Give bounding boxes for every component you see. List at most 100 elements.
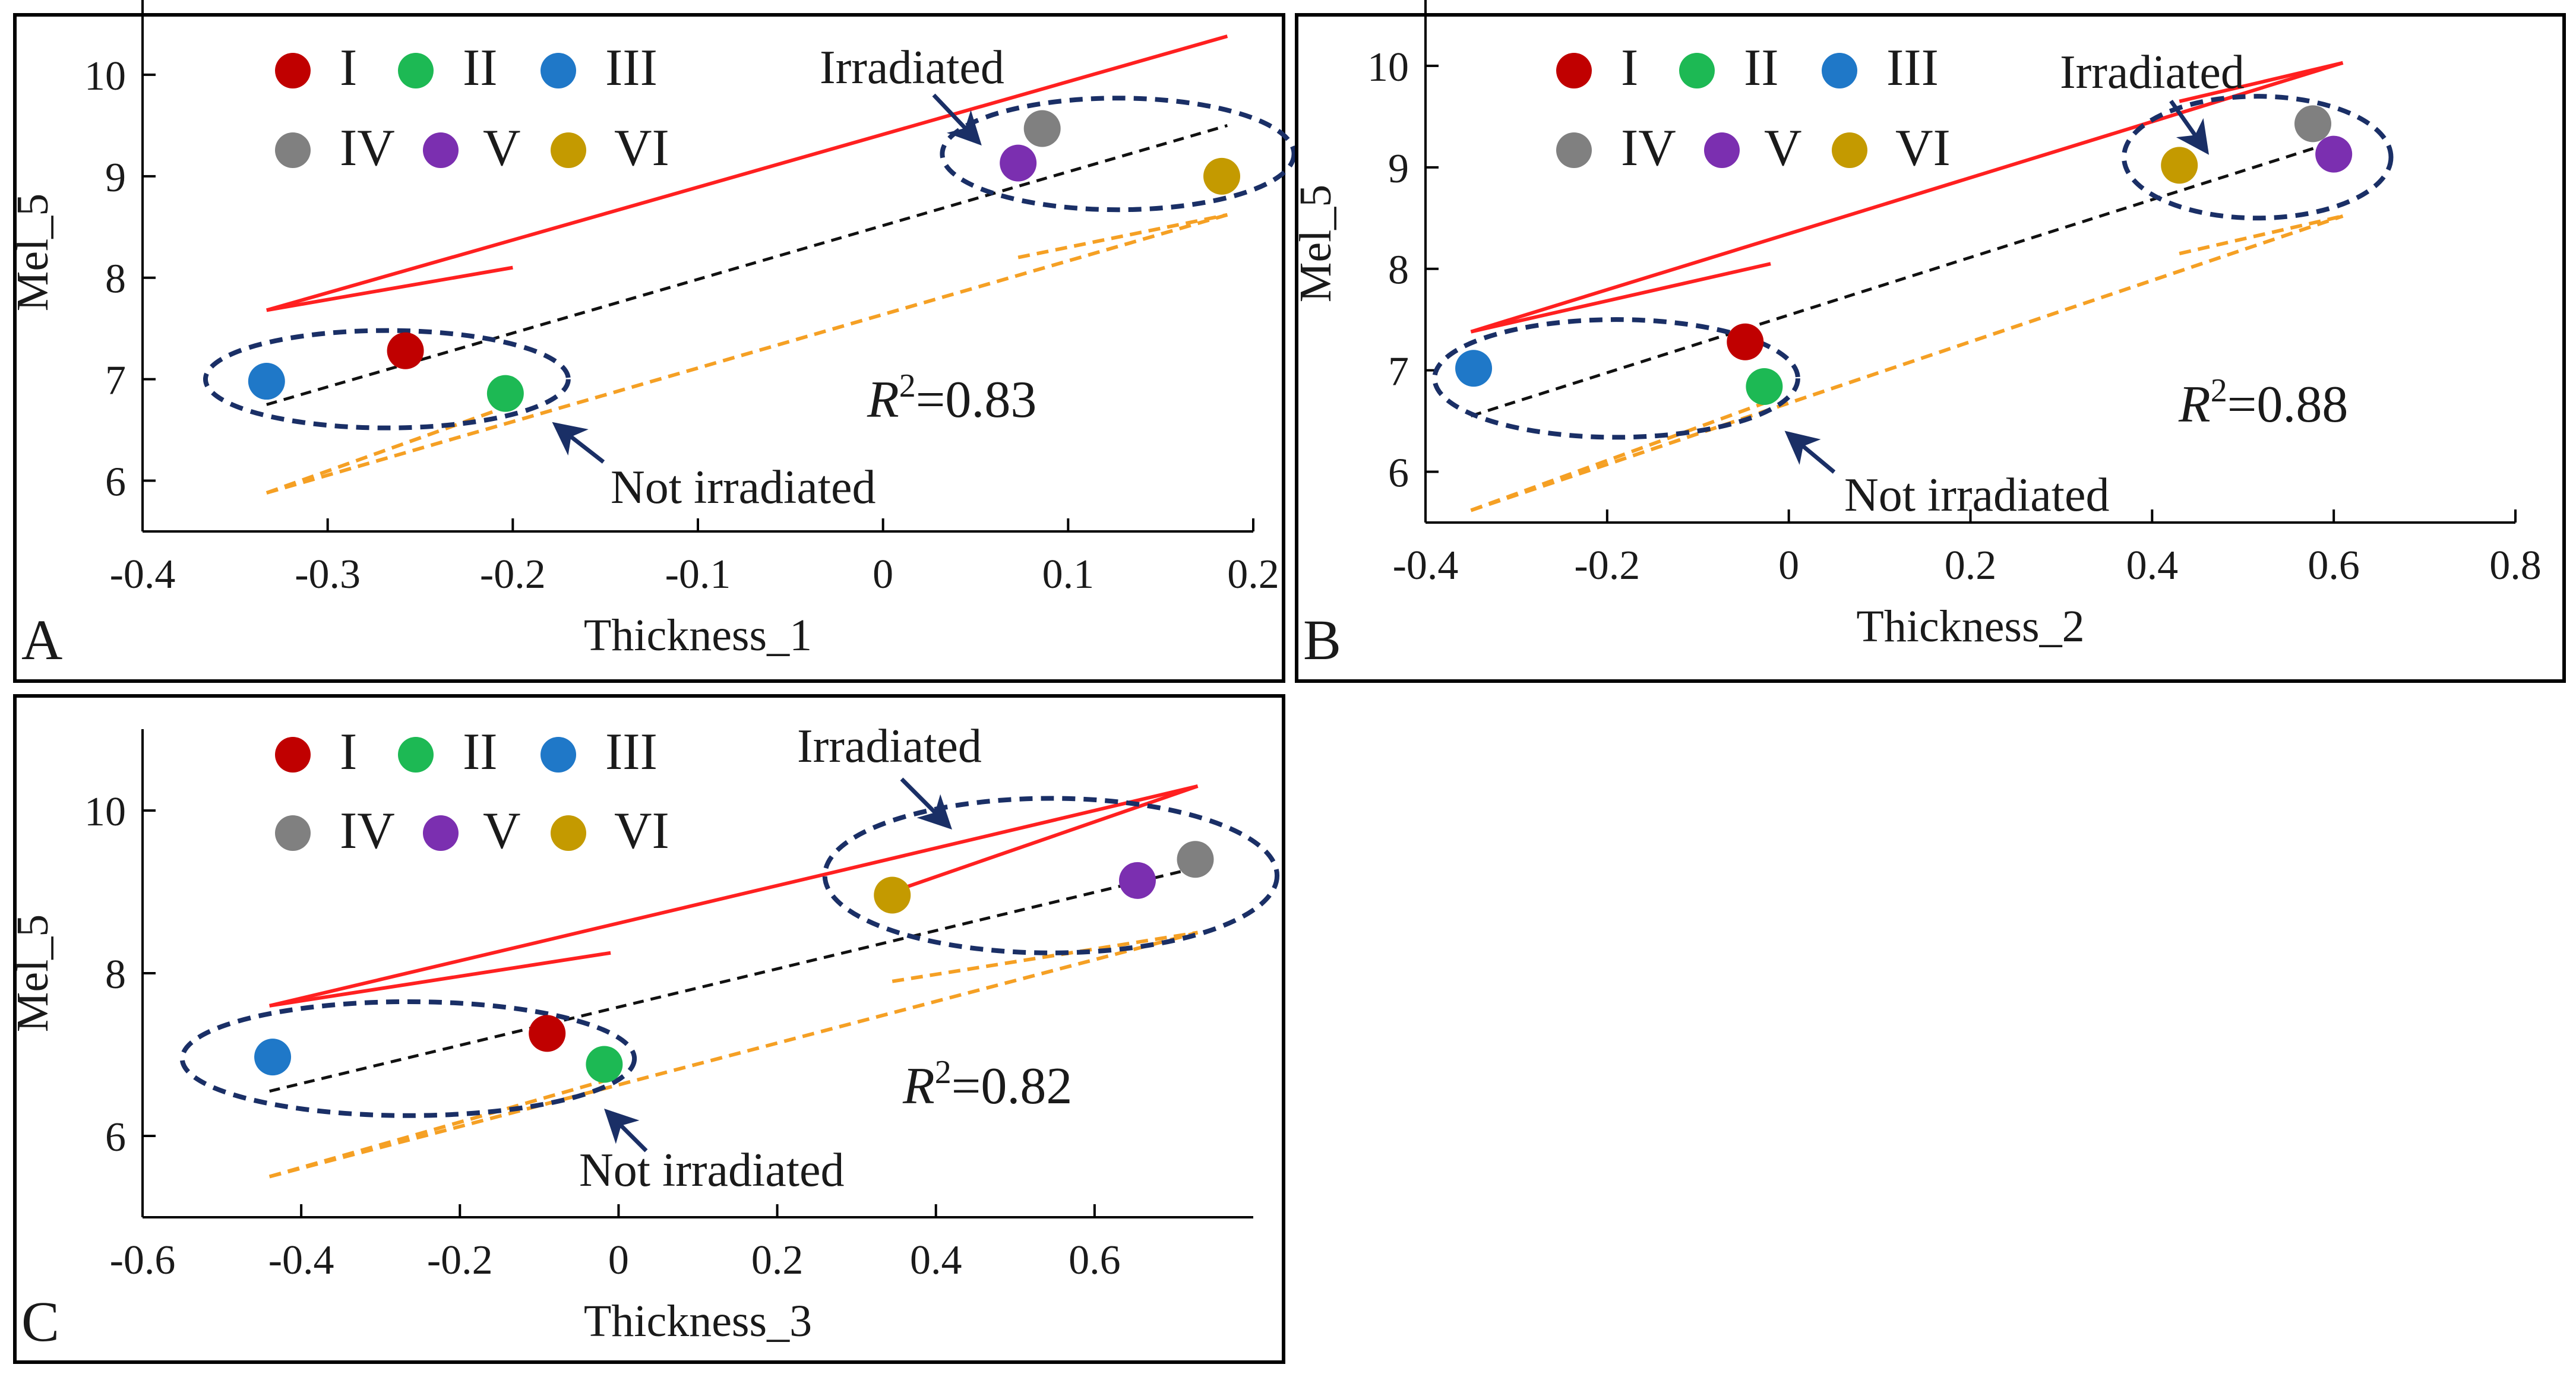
- panel-b: -0.4 -0.2 0 0.2 0.4 0.6 0.8 6 7 8 9 10 Thickness_2 Me…: [1291, 0, 2566, 683]
- y-axis-label: Mel_5: [8, 194, 58, 311]
- confidence-bands: [268, 784, 1199, 1179]
- x-tick-label: 0.6: [1069, 1237, 1121, 1283]
- legend-label-VI: VI: [614, 119, 669, 177]
- confidence-bands: [1470, 61, 2344, 512]
- data-point-VI: [2161, 147, 2198, 184]
- data-point-VI: [1203, 157, 1241, 195]
- legend-label-V: V: [483, 119, 521, 177]
- legend-label-I: I: [340, 39, 357, 97]
- panel-c: -0.6 -0.4 -0.2 0 0.2 0.4 0.6 6 8 10 Thickness_3 Mel…: [8, 694, 1285, 1364]
- legend-label-IV: IV: [340, 119, 395, 177]
- fit-line: [266, 124, 1228, 406]
- data-point-III: [1455, 350, 1493, 387]
- panel-label-b: B: [1303, 608, 1341, 672]
- legend-marker-VI: [551, 132, 586, 168]
- data-point-V: [1000, 144, 1037, 182]
- lower-band-line: [1470, 214, 2344, 512]
- legend-marker-V: [423, 815, 459, 851]
- lower-band-line: [2179, 214, 2344, 256]
- legend-label-III: III: [1886, 39, 1939, 97]
- upper-band-line: [892, 784, 1199, 894]
- legend-label-II: II: [463, 723, 498, 781]
- x-tick-label: 0.2: [1227, 552, 1279, 597]
- lower-band-line: [1017, 213, 1228, 259]
- data-point-I: [1727, 323, 1764, 360]
- legend-marker-I: [275, 737, 311, 773]
- y-axis-label: Mel_5: [1291, 185, 1341, 302]
- y-tick-label: 9: [105, 155, 126, 201]
- legend-label-I: I: [1621, 39, 1638, 97]
- y-tick-label: 8: [1388, 248, 1409, 293]
- legend-label-III: III: [605, 723, 658, 781]
- cluster-ellipse-irradiated: [2121, 94, 2394, 221]
- panel-a: -0.4 -0.3 -0.2 -0.1 0 0.1 0.2 6 7 8 9 10 Thickness_1…: [8, 0, 1297, 683]
- x-tick-label: -0.4: [268, 1237, 334, 1283]
- y-tick-label: 9: [1388, 146, 1409, 192]
- confidence-bands: [265, 34, 1228, 495]
- data-point-V: [1118, 862, 1156, 899]
- x-tick-label: 0.2: [751, 1237, 804, 1283]
- x-tick-label: -0.2: [427, 1237, 493, 1283]
- axes: -0.4 -0.3 -0.2 -0.1 0 0.1 0.2 6 7 8 9 10 Thickness_1…: [8, 0, 1279, 660]
- arrow-not-irradiated: [1784, 430, 1836, 474]
- data-point-II: [586, 1046, 623, 1083]
- y-tick-label: 7: [1388, 349, 1409, 395]
- data-point-IV: [1177, 841, 1214, 878]
- annotation-irradiated: Irradiated: [820, 42, 1004, 94]
- y-tick-label: 10: [1367, 45, 1409, 90]
- y-tick-label: 7: [105, 358, 126, 404]
- lower-band-line: [268, 1077, 611, 1179]
- legend-marker-V: [1704, 132, 1740, 168]
- data-points: [1455, 105, 2353, 405]
- x-tick-label: 0.2: [1945, 543, 1997, 588]
- axes: -0.6 -0.4 -0.2 0 0.2 0.4 0.6 6 8 10 Thickness_3 Mel…: [8, 729, 1253, 1346]
- panel-frame: [13, 13, 1285, 683]
- x-axis-label: Thickness_3: [584, 1296, 812, 1346]
- lower-band-line: [265, 403, 514, 495]
- x-axis-label: Thickness_2: [1856, 602, 2084, 651]
- upper-band-line: [265, 34, 1228, 312]
- x-tick-label: -0.4: [110, 552, 176, 597]
- upper-band-line: [1470, 262, 1771, 334]
- x-tick-label: -0.2: [480, 552, 546, 597]
- arrow-irradiated: [2169, 99, 2210, 155]
- legend-marker-IV: [275, 815, 311, 851]
- annotation-not-irradiated: Not irradiated: [611, 461, 875, 514]
- y-tick-label: 6: [105, 460, 126, 505]
- cluster-ellipses: [179, 796, 1280, 1118]
- x-tick-label: 0: [608, 1237, 629, 1283]
- arrow-irradiated: [900, 777, 952, 830]
- x-tick-label: -0.3: [295, 552, 361, 597]
- y-tick-label: 10: [84, 53, 126, 99]
- legend-marker-II: [398, 737, 434, 773]
- cluster-ellipses: [1432, 94, 2394, 440]
- legend-label-VI: VI: [1895, 119, 1951, 177]
- fit-line: [1470, 140, 2334, 417]
- x-tick-label: 0.4: [910, 1237, 962, 1283]
- x-tick-label: -0.1: [665, 552, 731, 597]
- legend-marker-V: [423, 132, 459, 168]
- data-point-III: [254, 1039, 292, 1076]
- panel-frame: [1295, 13, 2566, 683]
- legend-marker-VI: [1832, 132, 1867, 168]
- legend-marker-III: [541, 737, 576, 773]
- r-squared-label: R2=0.88: [2178, 372, 2348, 433]
- y-tick-label: 6: [105, 1115, 126, 1160]
- y-tick-label: 8: [105, 952, 126, 998]
- y-tick-label: 8: [105, 257, 126, 302]
- legend: I II III IV V VI: [1556, 39, 1951, 177]
- legend: I II III IV V VI: [275, 723, 669, 860]
- legend-marker-III: [1822, 53, 1857, 88]
- upper-band-line: [2179, 61, 2344, 103]
- legend-label-IV: IV: [340, 802, 395, 860]
- arrow-not-irradiated: [552, 422, 605, 464]
- lower-band-line: [1470, 399, 1772, 512]
- arrow-not-irradiated: [604, 1109, 648, 1153]
- data-point-VI: [874, 876, 911, 914]
- data-point-III: [248, 363, 285, 400]
- y-axis-label: Mel_5: [8, 914, 58, 1032]
- legend-label-VI: VI: [614, 802, 669, 860]
- y-tick-label: 10: [84, 789, 126, 835]
- annotation-not-irradiated: Not irradiated: [1844, 469, 2109, 521]
